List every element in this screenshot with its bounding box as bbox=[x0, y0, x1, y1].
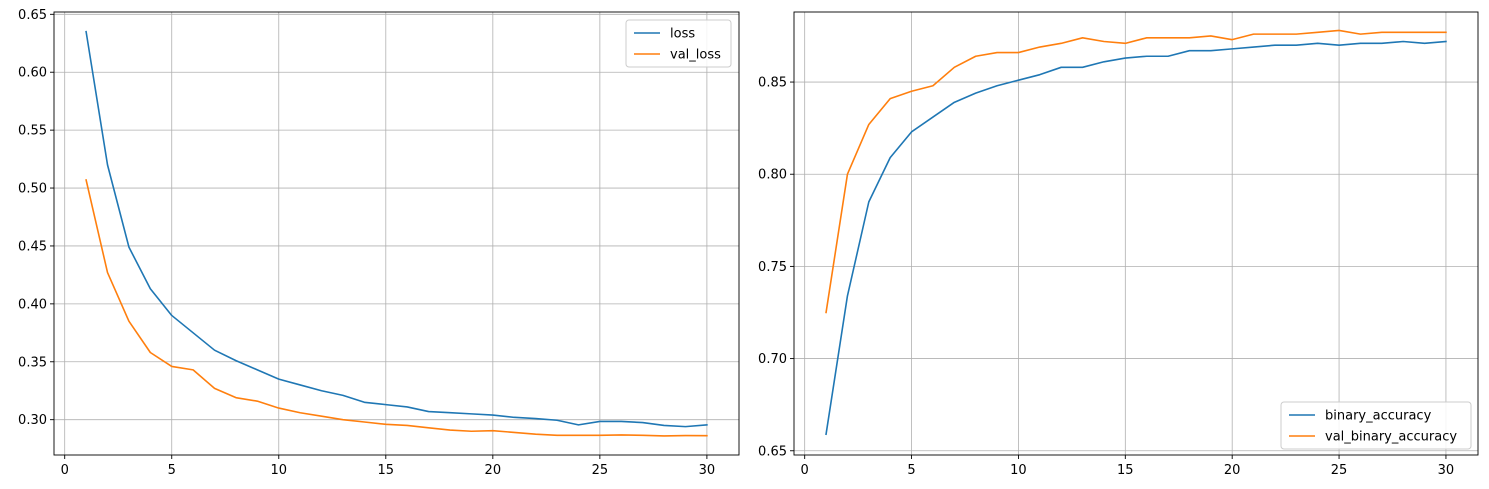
x-tick-label: 30 bbox=[699, 463, 716, 478]
x-tick-label: 15 bbox=[1117, 463, 1134, 478]
x-tick-label: 20 bbox=[1224, 463, 1241, 478]
y-tick-label: 0.75 bbox=[758, 260, 787, 275]
series-line-val_loss bbox=[85, 178, 708, 437]
y-tick-label: 0.70 bbox=[758, 352, 787, 367]
chart-panel-2: 0 5 10 15 20 25 30 0.65 0.70 0.75 0.80 0.85 binary_a… bbox=[758, 11, 1479, 478]
y-tick-label: 0.40 bbox=[18, 297, 47, 312]
y-tick-label: 0.30 bbox=[18, 413, 47, 428]
series-line-loss bbox=[85, 30, 708, 428]
y-tick-label: 0.50 bbox=[18, 182, 47, 197]
y-tick-label: 0.65 bbox=[18, 8, 47, 23]
x-tick-label: 30 bbox=[1438, 463, 1455, 478]
axes-frame bbox=[53, 11, 740, 456]
legend-box bbox=[1280, 401, 1472, 450]
y-tick-label: 0.60 bbox=[18, 66, 47, 81]
y-tick-label: 0.85 bbox=[758, 76, 787, 91]
legend-label: val_binary_accuracy bbox=[1325, 430, 1457, 445]
legend: binary_accuracy val_binary_accuracy bbox=[1280, 401, 1472, 450]
y-tick-label: 0.55 bbox=[18, 124, 47, 139]
y-tick-label: 0.45 bbox=[18, 239, 47, 254]
series-line-val_binary_accuracy bbox=[825, 29, 1447, 314]
x-tick-label: 20 bbox=[485, 463, 502, 478]
series-line-binary_accuracy bbox=[825, 40, 1447, 436]
legend-box bbox=[625, 19, 732, 68]
x-tick-label: 10 bbox=[270, 463, 287, 478]
y-tick-label: 0.35 bbox=[18, 355, 47, 370]
x-tick-label: 25 bbox=[592, 463, 609, 478]
x-tick-label: 5 bbox=[907, 463, 915, 478]
x-tick-label: 5 bbox=[168, 463, 176, 478]
x-tick-label: 0 bbox=[801, 463, 809, 478]
legend: loss val_loss bbox=[625, 19, 732, 68]
chart-panel-1: 0 5 10 15 20 25 30 0.30 0.35 0.40 0.45 0.50 0.55 0.60… bbox=[18, 8, 740, 478]
y-tick-label: 0.80 bbox=[758, 168, 787, 183]
x-tick-label: 10 bbox=[1010, 463, 1027, 478]
legend-label: loss bbox=[670, 27, 695, 42]
y-tick-label: 0.65 bbox=[758, 444, 787, 459]
legend-label: binary_accuracy bbox=[1325, 409, 1432, 424]
x-tick-label: 15 bbox=[378, 463, 395, 478]
x-tick-label: 0 bbox=[61, 463, 69, 478]
axes-frame bbox=[793, 11, 1479, 456]
x-tick-label: 25 bbox=[1331, 463, 1348, 478]
legend-label: val_loss bbox=[670, 48, 721, 63]
